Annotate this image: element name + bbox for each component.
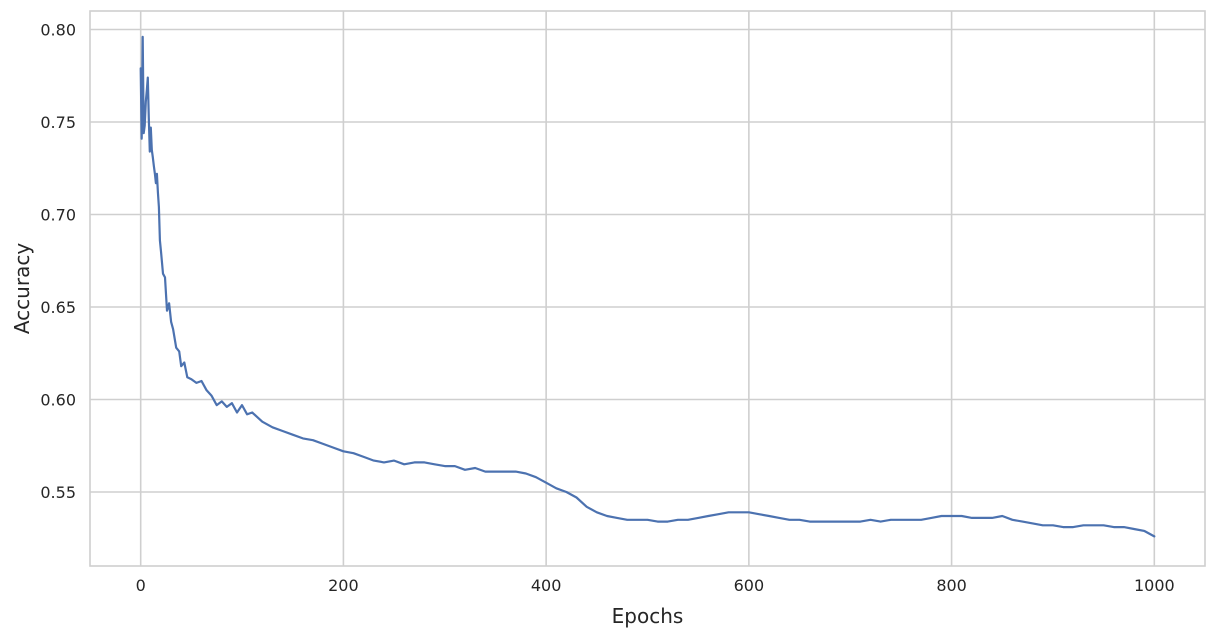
y-tick-label: 0.55 [40,483,76,502]
y-tick-label: 0.65 [40,298,76,317]
x-tick-label: 0 [136,576,146,595]
y-tick-label: 0.80 [40,21,76,40]
y-axis-title: Accuracy [10,243,34,334]
plot-area-frame [89,10,1206,567]
x-tick-label: 200 [328,576,359,595]
x-tick-label: 600 [734,576,765,595]
grid-lines [90,11,1205,566]
x-tick-label: 400 [531,576,562,595]
x-tick-label: 800 [936,576,967,595]
series-layer [139,35,1156,538]
y-tick-label: 0.60 [40,391,76,410]
accuracy-series-line [139,35,1156,538]
x-axis-tick-labels: 0 200 400 600 800 1000 [136,576,1175,595]
y-tick-label: 0.70 [40,206,76,225]
x-tick-label: 1000 [1134,576,1175,595]
y-axis-tick-labels: 0.55 0.60 0.65 0.70 0.75 0.80 [40,21,76,503]
x-axis-title: Epochs [612,604,684,628]
y-tick-label: 0.75 [40,113,76,132]
